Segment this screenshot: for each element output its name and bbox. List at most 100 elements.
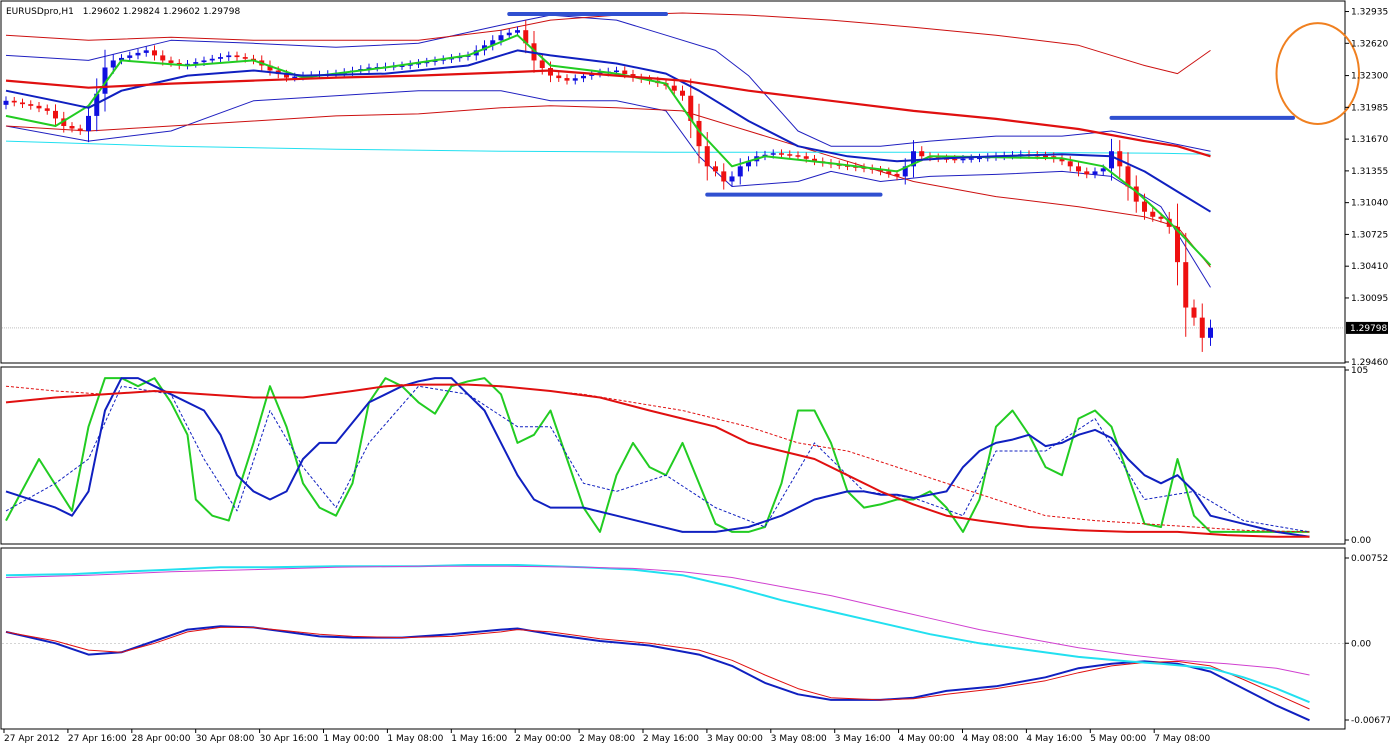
x-tick-label: 1 May 00:00	[324, 734, 380, 744]
candle-body	[622, 70, 628, 75]
price-y-tick-label: 1.32300	[1351, 72, 1388, 82]
candle-body	[1150, 211, 1156, 217]
macd-y-tick-label: 0.00	[1351, 639, 1371, 649]
current-price-marker	[1346, 321, 1388, 334]
macd-y-tick-label: 0.00752	[1351, 554, 1388, 564]
candle-body	[135, 52, 141, 56]
candle-body	[69, 126, 75, 129]
candle-body	[44, 108, 50, 111]
candle-body	[886, 171, 892, 174]
candle-body	[242, 57, 248, 59]
candle-body	[127, 55, 133, 58]
candle-body	[564, 78, 570, 81]
ma-line-1	[5, 49, 1212, 213]
osc-y-tick-label: 0.00	[1351, 536, 1371, 546]
x-tick-label: 1 May 16:00	[451, 734, 507, 744]
candle-body	[119, 57, 124, 61]
candle-body	[696, 120, 702, 147]
candle-body	[812, 158, 817, 162]
osc-series-0	[5, 377, 1310, 533]
candle-body	[1208, 327, 1213, 338]
candle-body	[1059, 158, 1065, 162]
candle-body	[201, 60, 207, 63]
price-y-tick-label: 1.32620	[1351, 39, 1388, 49]
candle-body	[1117, 151, 1123, 167]
candle-body	[581, 75, 586, 79]
candle-body	[556, 75, 562, 79]
candle-body	[152, 50, 157, 56]
candle-body	[523, 30, 529, 44]
candle-body	[572, 78, 578, 81]
candle-body	[3, 100, 9, 105]
candle-body	[53, 110, 58, 119]
candle-body	[1067, 161, 1073, 167]
ma-line-0	[5, 34, 1212, 266]
candle-body	[292, 76, 298, 79]
macd-y-tick-label: -0.00677	[1351, 716, 1390, 726]
candle-body	[548, 68, 553, 76]
candle-body	[894, 173, 900, 177]
ma-line-2	[5, 69, 1211, 158]
candle-body	[506, 32, 512, 36]
candle-body	[61, 118, 67, 126]
x-tick-label: 2 May 00:00	[515, 734, 571, 744]
price-y-tick-label: 1.31985	[1351, 103, 1388, 113]
candle-body	[399, 65, 405, 67]
candle-body	[36, 105, 42, 109]
macd-series-1	[5, 626, 1310, 710]
candle-body	[960, 158, 966, 161]
candle-body	[1183, 262, 1189, 308]
macd-panel-frame	[0, 547, 1346, 730]
candle-body	[226, 55, 232, 58]
oscillator-panel	[5, 377, 1310, 538]
candle-body	[1100, 168, 1106, 172]
candle-body	[803, 156, 809, 159]
candle-body	[539, 60, 545, 69]
candle-body	[1199, 317, 1205, 338]
candle-body	[1125, 166, 1131, 187]
candle-body	[531, 43, 537, 61]
candle-body	[1175, 226, 1180, 263]
price-panel	[2, 12, 1360, 352]
candle-body	[952, 158, 958, 161]
candle-body	[688, 95, 694, 121]
ohlc-label: 1.29602 1.29824 1.29602 1.29798	[83, 7, 241, 17]
candle-body	[737, 166, 743, 177]
band-line-3	[5, 105, 1211, 268]
osc-series-1	[5, 385, 1310, 533]
x-tick-label: 30 Apr 16:00	[260, 734, 319, 744]
price-panel-frame	[0, 0, 1346, 364]
candle-body	[704, 146, 710, 167]
symbol-label: EURUSDpro,H1	[6, 7, 74, 17]
price-y-tick-label: 1.30725	[1351, 230, 1388, 240]
candle-body	[515, 30, 520, 33]
candle-body	[671, 85, 677, 91]
candle-body	[911, 151, 916, 167]
candle-body	[1076, 166, 1081, 172]
candle-body	[168, 60, 174, 63]
price-y-tick-label: 1.31670	[1351, 135, 1388, 145]
candle-body	[28, 104, 34, 106]
candle-body	[729, 176, 735, 182]
osc-series-2	[5, 377, 1310, 538]
x-tick-label: 4 May 00:00	[899, 734, 955, 744]
macd-panel	[2, 564, 1344, 722]
candle-body	[902, 166, 908, 177]
x-tick-label: 27 Apr 2012	[4, 734, 60, 744]
candle-body	[94, 93, 100, 116]
candle-body	[1158, 216, 1164, 219]
candle-body	[779, 153, 784, 155]
candle-body	[1109, 151, 1114, 169]
candle-body	[1043, 155, 1048, 158]
candle-body	[1142, 201, 1147, 212]
candle-body	[193, 62, 199, 64]
candle-body	[614, 70, 619, 73]
x-tick-label: 4 May 08:00	[963, 734, 1019, 744]
candle-body	[284, 74, 289, 78]
candle-body	[20, 102, 25, 105]
candle-body	[209, 58, 215, 61]
x-tick-label: 5 May 00:00	[1090, 734, 1146, 744]
candle-body	[498, 35, 504, 41]
candle-body	[77, 128, 83, 132]
osc-y-tick-label: 105	[1351, 366, 1368, 376]
